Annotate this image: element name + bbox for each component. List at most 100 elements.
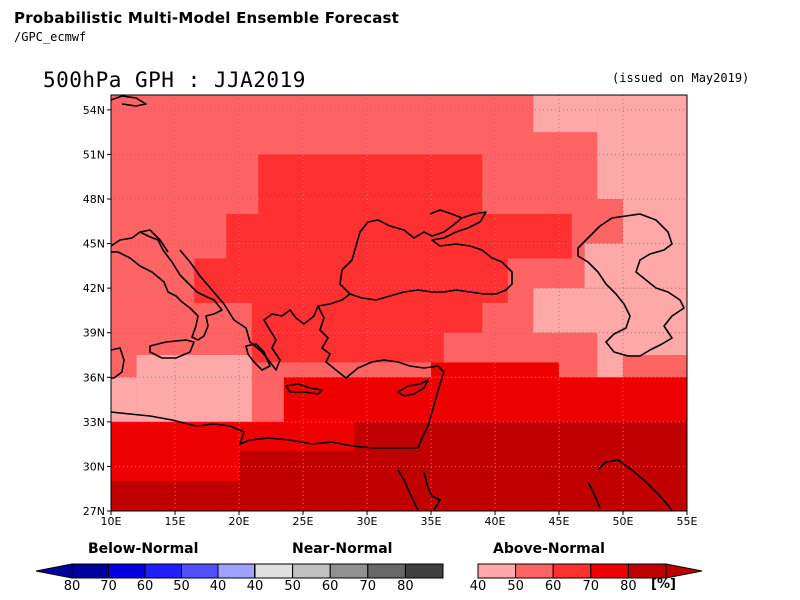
probability-cell-above-40 (584, 243, 687, 289)
probability-cell-above-40 (623, 199, 687, 244)
issued-date: (issued on May2019) (612, 71, 750, 85)
legend-label-near: 50 (284, 579, 301, 594)
lon-tick-label: 45E (549, 515, 570, 528)
lon-tick-label: 40E (485, 515, 506, 528)
probability-cell-above-40 (597, 332, 687, 355)
legend-swatch-below (71, 563, 109, 579)
legend-label-below: 70 (100, 579, 117, 594)
probability-cell-above-70 (431, 362, 559, 378)
legend-unit: [%] (651, 577, 676, 592)
coastline-peloponnese (245, 343, 271, 371)
probability-cell-above-60 (226, 213, 572, 259)
legend-label-above: 40 (469, 579, 487, 594)
legend-above-normal (477, 563, 703, 579)
probability-field (111, 95, 687, 511)
legend-arrow-right (665, 563, 703, 579)
coastline-adriatic (139, 229, 169, 253)
legend-swatch-near (404, 563, 444, 579)
probability-cell-above-80 (111, 481, 687, 511)
probability-cell-above-40 (136, 355, 252, 422)
legend-label-below: 40 (209, 579, 227, 594)
probability-cell-above-40 (597, 95, 687, 199)
legend-swatch-below (144, 563, 182, 579)
lat-tick-label: 42N (83, 282, 105, 295)
lat-tick-label: 30N (83, 460, 105, 473)
lon-tick-label: 25E (293, 515, 314, 528)
legend-label-below: 50 (173, 579, 190, 594)
coastline-persian-gulf (587, 459, 673, 511)
probability-cell-above-60 (251, 332, 444, 363)
legend-swatch-below (217, 563, 255, 579)
figure-title: Probabilistic Multi-Model Ensemble Forec… (14, 9, 400, 27)
legend-label-near: 70 (359, 579, 377, 594)
legend-swatch-near (254, 563, 294, 579)
coastlines (110, 95, 685, 511)
lat-tick-label: 48N (83, 193, 105, 206)
lat-tick-label: 54N (83, 104, 105, 117)
lon-tick-label: 55E (677, 515, 698, 528)
legend-label-below: 80 (63, 579, 81, 594)
axes: 10E 15E 20E 25E 30E 35E 40E 45E 50E 55E 54N 51N 48N 4… (83, 104, 698, 528)
probability-cell-above-40 (533, 95, 598, 133)
legend-label-below: 60 (136, 579, 154, 594)
legend-swatch-near (329, 563, 369, 579)
lon-tick-label: 35E (421, 515, 442, 528)
legend-label-above: 70 (582, 579, 600, 594)
lon-tick-label: 10E (101, 515, 122, 528)
lon-tick-label: 50E (613, 515, 634, 528)
coastline-turkey-south (317, 305, 445, 449)
probability-cell-above-70 (623, 377, 687, 422)
legend-swatch-near (367, 563, 406, 579)
lat-tick-label: 33N (83, 416, 105, 429)
probability-cell-above-60 (194, 258, 508, 303)
legend-label-near: 80 (397, 579, 414, 594)
coastline-azov (429, 209, 463, 219)
coastline-caspian (577, 213, 685, 357)
coastline-sicily (149, 339, 195, 359)
legend-label-above: 50 (507, 579, 524, 594)
coastline-red-sea (397, 469, 441, 511)
lat-tick-label: 39N (83, 327, 105, 340)
legend-label-near: 60 (321, 579, 339, 594)
lat-tick-label: 27N (83, 505, 105, 518)
lon-tick-label: 20E (229, 515, 250, 528)
lat-tick-label: 36N (83, 371, 105, 384)
legend-swatch-above (552, 563, 592, 579)
legend-near-normal (254, 563, 444, 579)
coastline-balkans (179, 249, 351, 371)
legend-label-above: 60 (544, 579, 562, 594)
probability-cell-above-60 (258, 154, 483, 214)
lon-tick-label: 30E (357, 515, 378, 528)
figure-subtitle: /GPC_ecmwf (14, 30, 87, 44)
coastline-north (110, 95, 147, 107)
legend-below-title: Below-Normal (88, 541, 199, 557)
legend-swatch-above (515, 563, 554, 579)
legend-swatch-above (590, 563, 629, 579)
lon-tick-label: 15E (165, 515, 186, 528)
legend-swatch-below (181, 563, 219, 579)
coastline-sardinia (110, 347, 125, 379)
map-frame (110, 94, 688, 512)
coastline-crete (285, 383, 323, 395)
probability-cell-above-40 (111, 377, 137, 422)
legend-above-title: Above-Normal (493, 541, 605, 557)
legend-swatch-above (477, 563, 517, 579)
lat-tick-label: 45N (83, 238, 105, 251)
coastline-north-africa (110, 411, 418, 449)
legend-swatch-above (627, 563, 667, 579)
legend-swatch-below (108, 563, 146, 579)
map-title: 500hPa GPH : JJA2019 (43, 68, 306, 92)
coastline-italy (110, 231, 223, 341)
probability-cell-above-70 (283, 377, 687, 422)
legend-label-above: 80 (620, 579, 637, 594)
coastline-cyprus (397, 379, 429, 397)
legend-near-title: Near-Normal (292, 541, 393, 557)
legend-label-near: 40 (246, 579, 264, 594)
legend-below-normal (35, 563, 255, 579)
coastline-black-sea (339, 211, 513, 301)
probability-cell-above-80 (239, 451, 355, 482)
legend-swatch-near (292, 563, 331, 579)
lat-tick-label: 51N (83, 148, 105, 161)
legend-arrow-left (35, 563, 73, 579)
